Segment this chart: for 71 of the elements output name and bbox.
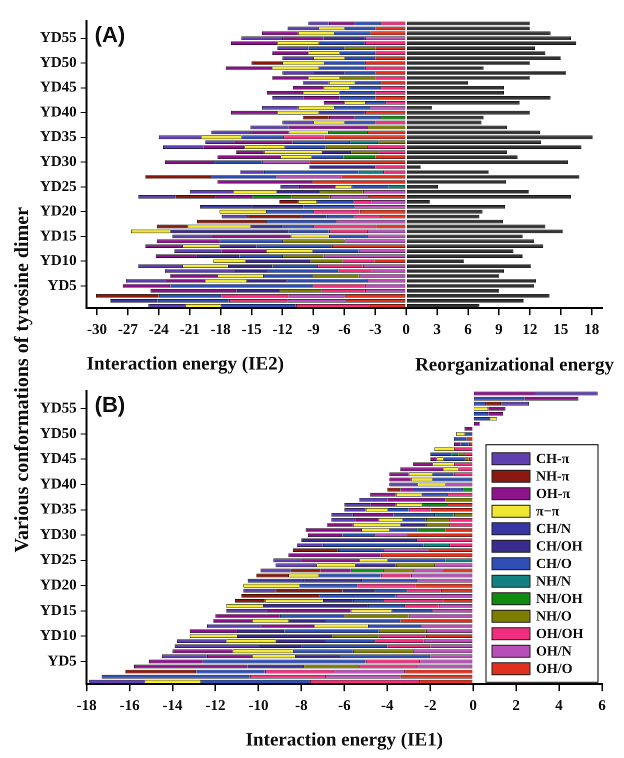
x-tick-label: -16 — [120, 698, 140, 714]
y-tick-label: YD50 — [40, 426, 77, 442]
x-tick-label: -3 — [369, 322, 382, 338]
y-tick-label: YD25 — [40, 178, 77, 195]
x-tick-label: 18 — [584, 322, 600, 338]
legend-label: CH/N — [536, 522, 571, 537]
x-tick-label: 12 — [522, 322, 538, 338]
x-tick-label: -12 — [272, 322, 292, 338]
x-tick-label: -18 — [210, 322, 231, 338]
y-tick-label: YD55 — [40, 400, 77, 417]
y-tick-label: YD45 — [40, 451, 77, 468]
y-tick-label: YD15 — [40, 602, 77, 619]
y-tick-label: YD40 — [40, 104, 77, 120]
y-tick-label: YD10 — [40, 253, 77, 270]
chart-title: (A) — [94, 22, 126, 48]
x-tick-label: 4 — [555, 698, 564, 714]
y-tick-label: YD5 — [47, 278, 77, 294]
legend-label: OH/O — [536, 662, 573, 677]
x-tick-label: -6 — [338, 698, 352, 714]
x-tick-label: 6 — [464, 322, 472, 338]
legend-label: CH/O — [536, 556, 572, 572]
legend-label: CH-π — [536, 452, 570, 467]
y-tick-label: YD45 — [40, 80, 77, 96]
y-tick-label: YD35 — [40, 129, 77, 146]
legend-label: OH-π — [536, 486, 570, 502]
x-tick-label: -8 — [295, 698, 308, 714]
x-tick-label: -27 — [118, 322, 138, 338]
y-tick-label: YD5 — [47, 653, 77, 670]
x-tick-label: -30 — [86, 322, 107, 338]
x-axis-title: Interaction energy (IE2) — [86, 354, 284, 375]
legend-label: OH/OH — [536, 626, 584, 642]
x-tick-label: 6 — [598, 698, 606, 714]
legend-label: NH/OH — [536, 592, 583, 607]
x-tick-label: 0 — [469, 698, 477, 714]
x-tick-label: 3 — [433, 322, 441, 338]
x-tick-label: 2 — [512, 698, 520, 714]
y-tick-label: YD55 — [40, 30, 77, 46]
legend-label: NH-π — [536, 469, 570, 484]
x-tick-label: -6 — [338, 322, 352, 338]
y-tick-label: YD15 — [40, 228, 77, 244]
y-tick-label: YD50 — [40, 54, 77, 71]
legend-label: NH/O — [536, 609, 572, 624]
x-tick-label: -24 — [148, 322, 170, 338]
x-tick-label: -2 — [424, 698, 436, 714]
x-tick-label: -9 — [307, 322, 320, 338]
legend-label: CH/OH — [536, 539, 583, 554]
x-tick-label: -4 — [381, 698, 394, 714]
y-tick-label: YD10 — [40, 628, 77, 644]
y-tick-label: YD30 — [40, 526, 77, 543]
x-axis-title: Interaction energy (IE1) — [246, 730, 444, 751]
x-tick-label: 9 — [495, 322, 503, 338]
legend-label: NH/N — [536, 574, 571, 590]
x-tick-label: 15 — [553, 322, 568, 338]
x-tick-label: 0 — [402, 322, 410, 338]
text: Reorganizational energy — [415, 354, 614, 376]
x-tick-label: -18 — [76, 698, 97, 714]
y-tick-label: YD20 — [40, 578, 77, 594]
y-tick-label: YD20 — [40, 204, 77, 220]
legend-label: π−π — [536, 504, 560, 520]
legend-label: OH/N — [536, 644, 572, 660]
x-tick-label: -21 — [180, 322, 200, 338]
y-tick-label: YD25 — [40, 552, 77, 568]
y-tick-label: YD40 — [40, 476, 77, 492]
x-tick-label: -14 — [162, 698, 184, 714]
x-tick-label: -12 — [206, 698, 226, 714]
x-tick-label: -10 — [248, 698, 268, 714]
y-tick-label: YD35 — [40, 502, 77, 518]
y-tick-label: YD30 — [40, 154, 77, 170]
y-axis-title: Various conformations of tyrosine dimer — [10, 207, 34, 553]
chart-title: (B) — [94, 392, 126, 418]
x-tick-label: -15 — [242, 322, 262, 338]
